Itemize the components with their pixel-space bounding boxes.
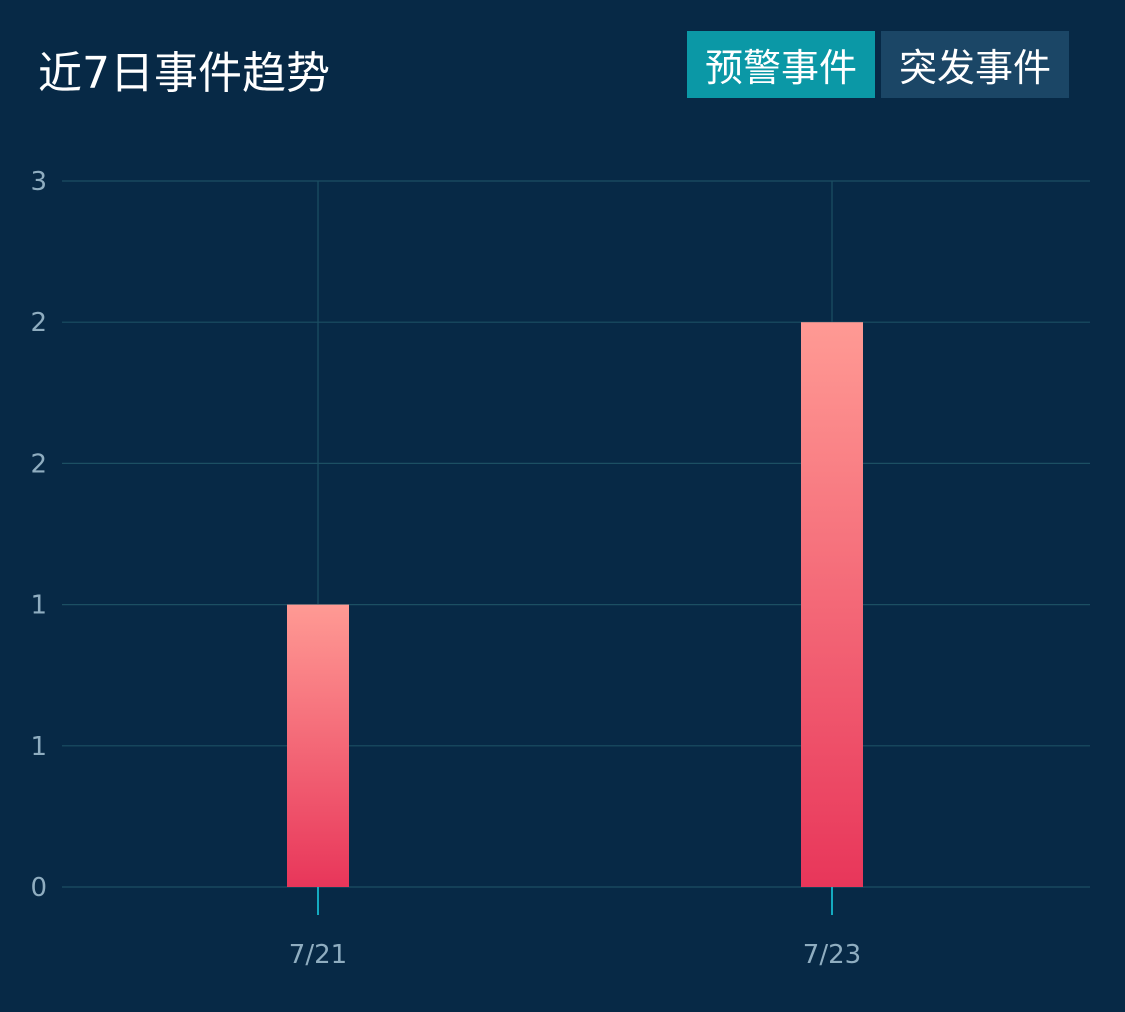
y-tick-label: 3 bbox=[30, 167, 47, 197]
y-tick-label: 1 bbox=[30, 591, 47, 621]
y-tick-label: 1 bbox=[30, 732, 47, 762]
bars bbox=[287, 322, 863, 887]
grid bbox=[62, 180, 1090, 888]
y-tick-label: 2 bbox=[30, 449, 47, 479]
x-tick-label: 7/21 bbox=[289, 940, 347, 970]
bar bbox=[287, 604, 349, 887]
y-tick-label: 2 bbox=[30, 308, 47, 338]
tab-warning-events[interactable]: 预警事件 bbox=[686, 31, 875, 98]
chart-title: 近7日事件趋势 bbox=[38, 48, 330, 99]
x-tick-label: 7/23 bbox=[803, 940, 861, 970]
tab-emergency-events[interactable]: 突发事件 bbox=[880, 31, 1069, 98]
event-type-tabs: 预警事件 突发事件 bbox=[686, 31, 1069, 98]
y-tick-label: 0 bbox=[30, 873, 47, 903]
bar bbox=[801, 322, 863, 887]
axes: 0 1 1 2 2 3 7/21 7/23 bbox=[30, 167, 861, 970]
